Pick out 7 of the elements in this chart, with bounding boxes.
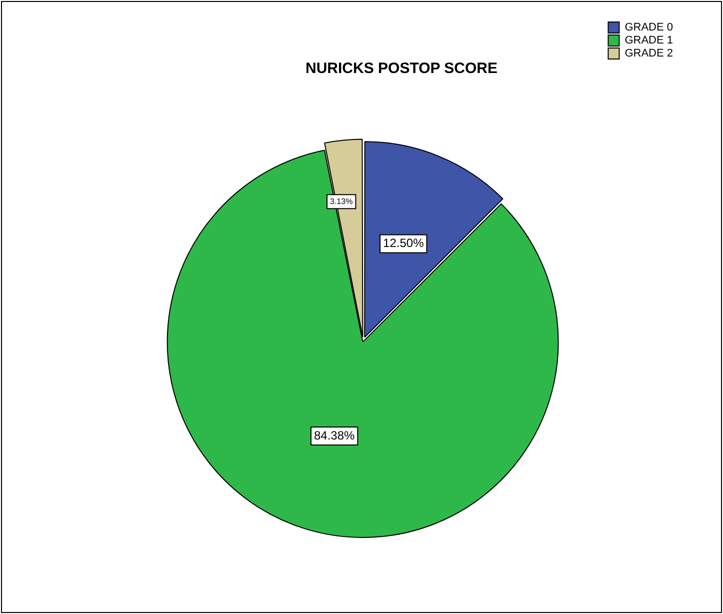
data-label: 12.50% <box>383 236 424 250</box>
legend-label: GRADE 1 <box>624 34 674 47</box>
data-label: 3.13% <box>330 196 353 206</box>
data-label: 84.38% <box>314 428 355 442</box>
legend-label: GRADE 0 <box>624 22 674 34</box>
legend-label: GRADE 2 <box>624 48 674 60</box>
text: NURICKS POSTOP SCORE <box>306 60 498 78</box>
